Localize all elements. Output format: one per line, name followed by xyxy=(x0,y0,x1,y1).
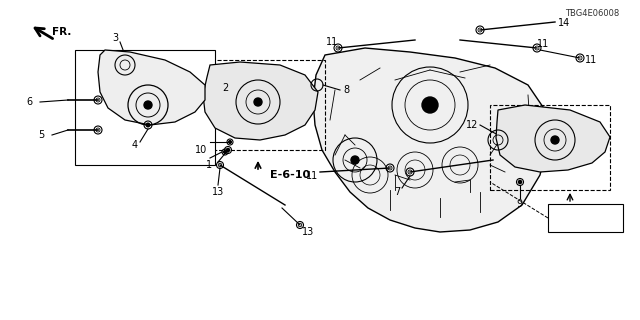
Circle shape xyxy=(144,101,152,109)
Circle shape xyxy=(227,148,230,152)
Text: 2: 2 xyxy=(222,83,228,93)
Circle shape xyxy=(228,141,231,143)
Circle shape xyxy=(146,123,150,127)
Text: 14: 14 xyxy=(558,18,570,28)
Text: 5: 5 xyxy=(38,130,44,140)
Polygon shape xyxy=(313,48,548,232)
Circle shape xyxy=(254,98,262,106)
Text: 7: 7 xyxy=(394,187,400,197)
Text: 11: 11 xyxy=(306,171,318,181)
Text: TBG4E06008: TBG4E06008 xyxy=(565,9,620,18)
Polygon shape xyxy=(98,50,205,125)
Text: 11: 11 xyxy=(537,39,549,49)
Text: E-7-10: E-7-10 xyxy=(566,213,604,223)
Text: 11: 11 xyxy=(585,55,597,65)
Bar xyxy=(548,204,623,232)
Circle shape xyxy=(518,180,522,184)
Text: 3: 3 xyxy=(112,33,118,43)
Text: 4: 4 xyxy=(132,140,138,150)
Text: 13: 13 xyxy=(212,187,224,197)
Circle shape xyxy=(551,136,559,144)
Text: FR.: FR. xyxy=(52,27,72,37)
Bar xyxy=(490,105,610,190)
Bar xyxy=(195,60,325,150)
Text: 8: 8 xyxy=(343,85,349,95)
Text: 12: 12 xyxy=(466,120,478,130)
Text: 6: 6 xyxy=(26,97,32,107)
Text: 10: 10 xyxy=(195,145,207,155)
Circle shape xyxy=(351,156,359,164)
Text: 13: 13 xyxy=(302,227,314,237)
Polygon shape xyxy=(496,105,610,172)
Text: E-6-10: E-6-10 xyxy=(270,170,310,180)
Text: 11: 11 xyxy=(326,37,339,47)
Text: 9: 9 xyxy=(516,199,522,209)
Polygon shape xyxy=(203,62,318,140)
Circle shape xyxy=(223,151,227,153)
Text: 1: 1 xyxy=(206,160,212,170)
Circle shape xyxy=(422,97,438,113)
Bar xyxy=(75,50,215,165)
